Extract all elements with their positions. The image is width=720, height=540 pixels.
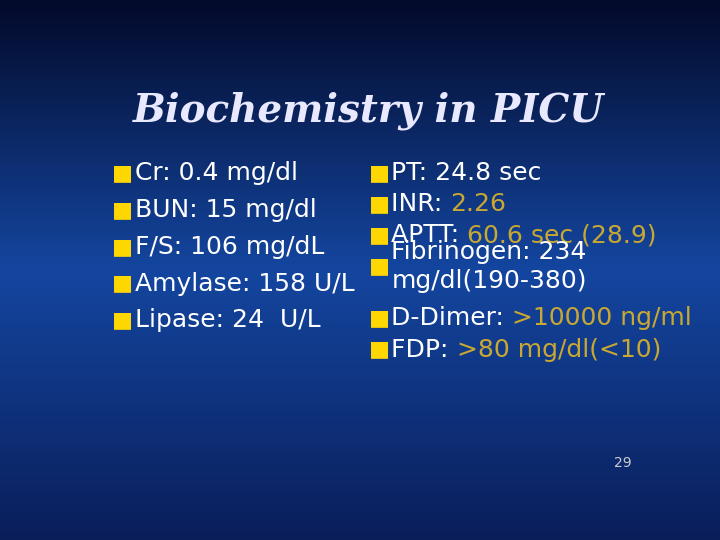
Text: 2.26: 2.26 <box>451 192 507 216</box>
Text: Cr: 0.4 mg/dl: Cr: 0.4 mg/dl <box>135 161 297 185</box>
Text: ■: ■ <box>112 310 133 330</box>
Text: ■: ■ <box>112 237 133 257</box>
Text: ■: ■ <box>369 308 390 328</box>
Text: 60.6 sec (28.9): 60.6 sec (28.9) <box>467 223 657 247</box>
Text: Biochemistry in PICU: Biochemistry in PICU <box>133 92 605 130</box>
Text: INR:: INR: <box>392 192 451 216</box>
Text: APTT:: APTT: <box>392 223 467 247</box>
Text: ■: ■ <box>369 225 390 245</box>
Text: ■: ■ <box>112 163 133 183</box>
Text: Fibrinogen: 234
mg/dl(190-380): Fibrinogen: 234 mg/dl(190-380) <box>392 240 587 293</box>
Text: ■: ■ <box>112 200 133 220</box>
Text: BUN: 15 mg/dl: BUN: 15 mg/dl <box>135 198 316 222</box>
Text: ■: ■ <box>369 256 390 276</box>
Text: ■: ■ <box>369 194 390 214</box>
Text: ■: ■ <box>112 274 133 294</box>
Text: FDP:: FDP: <box>392 338 456 362</box>
Text: ■: ■ <box>369 340 390 360</box>
Text: D-Dimer:: D-Dimer: <box>392 306 512 330</box>
Text: Amylase: 158 U/L: Amylase: 158 U/L <box>135 272 354 295</box>
Text: Lipase: 24  U/L: Lipase: 24 U/L <box>135 308 320 332</box>
Text: >80 mg/dl(<10): >80 mg/dl(<10) <box>456 338 661 362</box>
Text: ■: ■ <box>369 163 390 183</box>
Text: F/S: 106 mg/dL: F/S: 106 mg/dL <box>135 235 324 259</box>
Text: >10000 ng/ml: >10000 ng/ml <box>512 306 692 330</box>
Text: 29: 29 <box>613 456 631 470</box>
Text: PT: 24.8 sec: PT: 24.8 sec <box>392 161 541 185</box>
